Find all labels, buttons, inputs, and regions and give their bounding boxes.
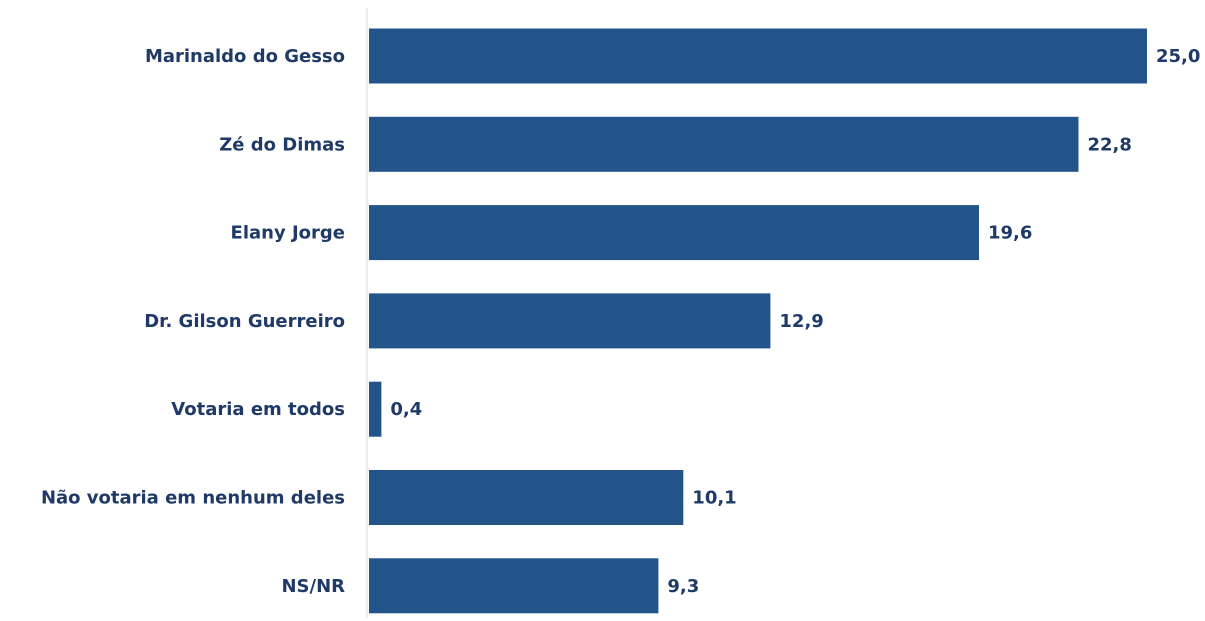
bar — [369, 470, 684, 525]
value-label: 9,3 — [667, 576, 699, 597]
category-label: Marinaldo do Gesso — [145, 46, 345, 67]
value-label: 19,6 — [988, 223, 1032, 244]
category-labels-group: Marinaldo do Gesso Zé do Dimas Elany Jorge… — [41, 46, 345, 597]
value-label: 0,4 — [390, 399, 422, 420]
category-label: Elany Jorge — [231, 223, 345, 244]
bar — [369, 558, 659, 614]
bars-group — [369, 28, 1147, 614]
category-label: Votaria em todos — [171, 399, 345, 420]
value-labels-group: 25,0 22,8 19,6 12,9 0,4 10,1 9,3 — [390, 46, 1200, 597]
value-label: 10,1 — [692, 488, 736, 509]
bar — [369, 381, 382, 437]
category-label: NS/NR — [281, 576, 345, 597]
value-label: 25,0 — [1156, 46, 1200, 67]
bar — [369, 293, 771, 349]
category-label: Dr. Gilson Guerreiro — [144, 311, 345, 332]
bar — [369, 116, 1079, 172]
bar — [369, 205, 979, 261]
category-label: Zé do Dimas — [219, 134, 345, 155]
value-label: 12,9 — [779, 311, 823, 332]
category-label: Não votaria em nenhum deles — [41, 488, 345, 509]
value-label: 22,8 — [1088, 134, 1132, 155]
bar — [369, 28, 1147, 84]
